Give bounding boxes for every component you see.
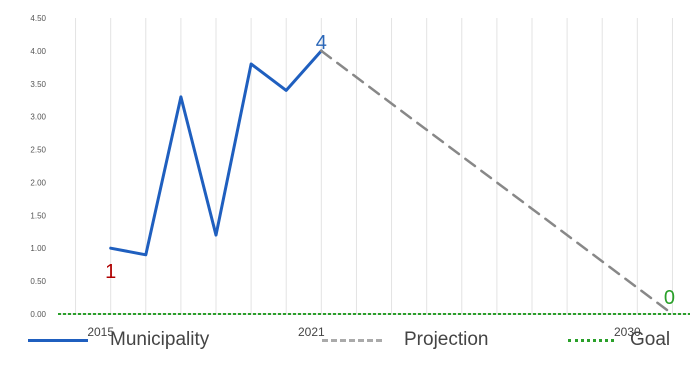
y-tick-label: 2.00 bbox=[30, 178, 46, 187]
y-tick-label: 3.50 bbox=[30, 80, 46, 89]
chart-legend: Municipality Projection Goal bbox=[0, 325, 697, 355]
chart-annotations: 1 4 0 bbox=[105, 32, 675, 309]
y-tick-label: 3.00 bbox=[30, 113, 46, 122]
y-tick-label: 4.50 bbox=[30, 14, 46, 23]
y-tick-label: 0.50 bbox=[30, 277, 46, 286]
y-tick-label: 1.50 bbox=[30, 211, 46, 220]
x-axis: 2015 2021 2030 bbox=[87, 325, 641, 339]
series-line-municipality bbox=[109, 49, 323, 257]
legend-item-municipality: Municipality bbox=[28, 325, 209, 355]
callout-label: 1 bbox=[105, 261, 116, 283]
y-tick-label: 0.00 bbox=[30, 310, 46, 319]
callout-label: 0 bbox=[664, 287, 675, 309]
legend-item-projection: Projection bbox=[322, 325, 489, 355]
callout-label: 4 bbox=[316, 32, 327, 54]
chart-series bbox=[58, 49, 690, 316]
x-tick-label: 2030 bbox=[614, 325, 641, 339]
legend-label-projection: Projection bbox=[404, 329, 489, 350]
chart-grid bbox=[58, 18, 690, 315]
series-line-projection bbox=[320, 49, 674, 316]
legend-label-goal: Goal bbox=[630, 329, 671, 350]
legend-label-municipality: Municipality bbox=[110, 329, 210, 350]
x-tick-label: 2021 bbox=[298, 325, 325, 339]
y-tick-label: 2.50 bbox=[30, 146, 46, 155]
x-tick-label: 2015 bbox=[87, 325, 114, 339]
legend-swatch-projection bbox=[322, 338, 382, 342]
legend-swatch-municipality bbox=[28, 338, 88, 342]
y-tick-label: 1.00 bbox=[30, 244, 46, 253]
legend-swatch-goal bbox=[568, 338, 614, 342]
legend-item-goal: Goal bbox=[568, 325, 670, 355]
y-axis: 0.00 0.50 1.00 1.50 2.00 2.50 3.00 3.50 4.00 4.50 bbox=[30, 14, 46, 319]
y-tick-label: 4.00 bbox=[30, 47, 46, 56]
